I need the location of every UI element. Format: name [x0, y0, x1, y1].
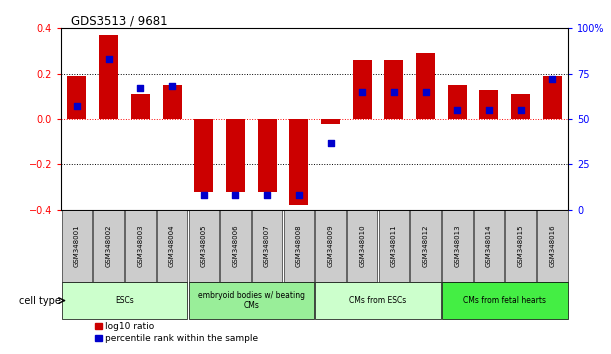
Bar	[189, 282, 314, 319]
Text: GSM348014: GSM348014	[486, 225, 492, 267]
Bar	[448, 85, 467, 119]
Bar	[194, 119, 213, 192]
Text: GSM348016: GSM348016	[549, 225, 555, 267]
Bar	[537, 210, 568, 282]
Text: GSM348008: GSM348008	[296, 225, 302, 267]
Point	[136, 85, 145, 91]
Text: GSM348007: GSM348007	[264, 225, 270, 267]
Text: GSM348004: GSM348004	[169, 225, 175, 267]
Text: GSM348003: GSM348003	[137, 225, 144, 267]
Bar	[157, 210, 187, 282]
Legend: log10 ratio, percentile rank within the sample: log10 ratio, percentile rank within the …	[91, 319, 262, 347]
Bar	[67, 76, 87, 119]
Bar	[125, 210, 156, 282]
Bar	[284, 210, 314, 282]
Point	[72, 103, 82, 109]
Bar	[505, 210, 536, 282]
Point	[294, 193, 304, 198]
Text: GSM348006: GSM348006	[232, 225, 238, 267]
Bar	[62, 210, 92, 282]
Text: GDS3513 / 9681: GDS3513 / 9681	[71, 14, 168, 27]
Point	[421, 89, 431, 95]
Point	[326, 140, 335, 145]
Text: GSM348015: GSM348015	[518, 225, 524, 267]
Text: GSM348002: GSM348002	[106, 225, 112, 267]
Point	[389, 89, 399, 95]
Point	[104, 56, 114, 62]
Bar	[189, 210, 219, 282]
Point	[357, 89, 367, 95]
Bar	[416, 53, 435, 119]
Bar	[543, 76, 562, 119]
Text: CMs from ESCs: CMs from ESCs	[349, 296, 407, 305]
Text: GSM348009: GSM348009	[327, 225, 334, 267]
Bar	[99, 35, 118, 119]
Point	[516, 107, 525, 113]
Bar	[411, 210, 441, 282]
Bar	[93, 210, 124, 282]
Bar	[62, 282, 187, 319]
Bar	[353, 60, 371, 119]
Bar	[258, 119, 277, 192]
Text: cell type: cell type	[18, 296, 60, 306]
Point	[230, 193, 240, 198]
Text: GSM348001: GSM348001	[74, 225, 80, 267]
Bar	[220, 210, 251, 282]
Bar	[480, 90, 499, 119]
Text: CMs from fetal hearts: CMs from fetal hearts	[463, 296, 546, 305]
Bar	[384, 60, 403, 119]
Point	[484, 107, 494, 113]
Point	[199, 193, 208, 198]
Point	[262, 193, 272, 198]
Bar	[321, 119, 340, 124]
Bar	[474, 210, 504, 282]
Bar	[252, 210, 282, 282]
Point	[167, 84, 177, 89]
Bar	[442, 210, 472, 282]
Point	[547, 76, 557, 82]
Bar	[379, 210, 409, 282]
Text: GSM348013: GSM348013	[455, 225, 460, 267]
Bar	[315, 282, 441, 319]
Bar	[290, 119, 309, 205]
Text: ESCs: ESCs	[115, 296, 134, 305]
Bar	[442, 282, 568, 319]
Text: GSM348010: GSM348010	[359, 225, 365, 267]
Bar	[131, 94, 150, 119]
Bar	[347, 210, 378, 282]
Bar	[226, 119, 245, 192]
Text: GSM348005: GSM348005	[201, 225, 207, 267]
Text: GSM348011: GSM348011	[391, 225, 397, 267]
Bar	[163, 85, 181, 119]
Point	[452, 107, 462, 113]
Bar	[511, 94, 530, 119]
Text: GSM348012: GSM348012	[423, 225, 428, 267]
Bar	[315, 210, 346, 282]
Text: embryoid bodies w/ beating
CMs: embryoid bodies w/ beating CMs	[198, 291, 305, 310]
